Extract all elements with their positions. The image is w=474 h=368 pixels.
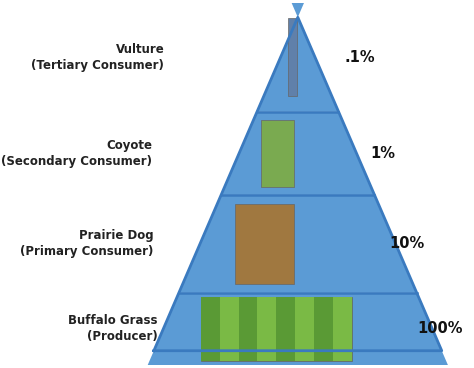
FancyBboxPatch shape: [262, 120, 294, 187]
Polygon shape: [221, 112, 374, 195]
Text: .1%: .1%: [345, 50, 375, 65]
Text: 1%: 1%: [371, 146, 396, 161]
FancyBboxPatch shape: [288, 18, 297, 96]
Text: 100%: 100%: [418, 322, 463, 336]
Bar: [220, 297, 238, 361]
Text: 10%: 10%: [390, 236, 425, 251]
Bar: [295, 297, 314, 361]
Text: Coyote
(Secondary Consumer): Coyote (Secondary Consumer): [1, 139, 152, 168]
Text: Vulture
(Tertiary Consumer): Vulture (Tertiary Consumer): [31, 43, 164, 72]
Bar: [276, 297, 295, 361]
Bar: [314, 297, 333, 361]
Polygon shape: [147, 293, 448, 365]
Bar: [201, 297, 220, 361]
Bar: [238, 297, 257, 361]
FancyBboxPatch shape: [201, 297, 352, 361]
Bar: [257, 297, 276, 361]
Polygon shape: [257, 3, 338, 112]
Text: Prairie Dog
(Primary Consumer): Prairie Dog (Primary Consumer): [20, 229, 154, 258]
FancyBboxPatch shape: [235, 204, 294, 284]
Text: Buffalo Grass
(Producer): Buffalo Grass (Producer): [68, 315, 157, 343]
Polygon shape: [179, 195, 417, 293]
Bar: [333, 297, 352, 361]
